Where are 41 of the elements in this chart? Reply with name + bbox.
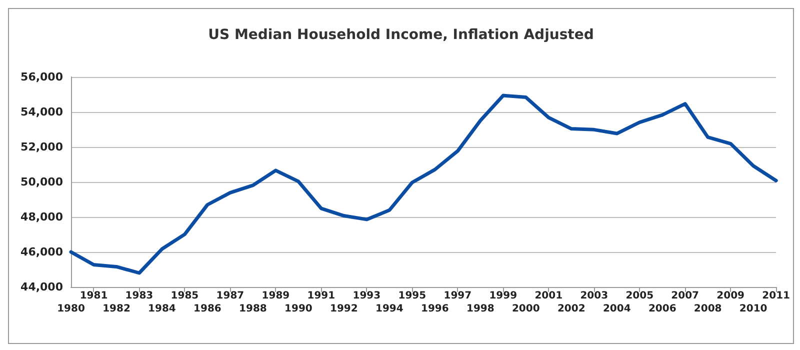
x-tick-label: 1981 bbox=[80, 290, 108, 302]
x2-tick-label: 1986 bbox=[194, 304, 222, 314]
x-tick-label: 1999 bbox=[489, 290, 518, 302]
x2-tick-label: 2002 bbox=[557, 304, 586, 314]
y-tick-label: 50,000 bbox=[20, 176, 64, 188]
x-tick-label: 2011 bbox=[762, 290, 790, 302]
y-tick-label: 44,000 bbox=[20, 280, 64, 294]
x2-tick-label: 2000 bbox=[512, 304, 540, 314]
x-tick-label: 1983 bbox=[125, 290, 154, 302]
x-tick-label: 2009 bbox=[716, 290, 745, 302]
y-tick-label: 54,000 bbox=[20, 106, 64, 118]
x-tick-label: 2007 bbox=[671, 290, 700, 302]
y-tick-label: 52,000 bbox=[20, 140, 64, 154]
x-tick-label: 1989 bbox=[262, 290, 290, 302]
x2-tick-label: 1990 bbox=[284, 304, 312, 314]
x-tick-label: 1995 bbox=[398, 290, 426, 302]
x-tick-label: 2005 bbox=[626, 290, 654, 302]
x2-tick-label: 2004 bbox=[602, 304, 631, 314]
x2-tick-label: 2010 bbox=[739, 304, 768, 314]
x-tick-label: 1991 bbox=[307, 290, 336, 302]
x-tick-label: 1997 bbox=[444, 290, 472, 302]
x-tick-label: 1987 bbox=[216, 290, 244, 302]
y-tick-label: 48,000 bbox=[20, 210, 64, 224]
x-tick-label: 1993 bbox=[352, 290, 381, 302]
x2-tick-label: 2008 bbox=[694, 304, 722, 314]
x2-tick-label: 2006 bbox=[648, 304, 676, 314]
chart-title: US Median Household Income, Inflation Adjusted bbox=[208, 27, 594, 43]
x-tick-label: 2003 bbox=[580, 290, 608, 302]
x2-tick-label: 1996 bbox=[420, 304, 449, 314]
line-series bbox=[69, 94, 778, 275]
x2-tick-label: 1992 bbox=[330, 304, 358, 314]
x2-tick-label: 1982 bbox=[102, 304, 130, 314]
x2-tick-label: 1998 bbox=[466, 304, 494, 314]
x2-tick-label: 1988 bbox=[239, 304, 267, 314]
x-tick-label: 1985 bbox=[170, 290, 199, 302]
x-tick-label: 2001 bbox=[534, 290, 563, 302]
y-tick-label: 56,000 bbox=[20, 70, 64, 84]
y-tick-label: 46,000 bbox=[20, 246, 64, 258]
x2-tick-label: 1984 bbox=[148, 304, 176, 314]
x2-tick-label: 1980 bbox=[57, 304, 85, 314]
x2-tick-label: 1994 bbox=[376, 304, 404, 314]
